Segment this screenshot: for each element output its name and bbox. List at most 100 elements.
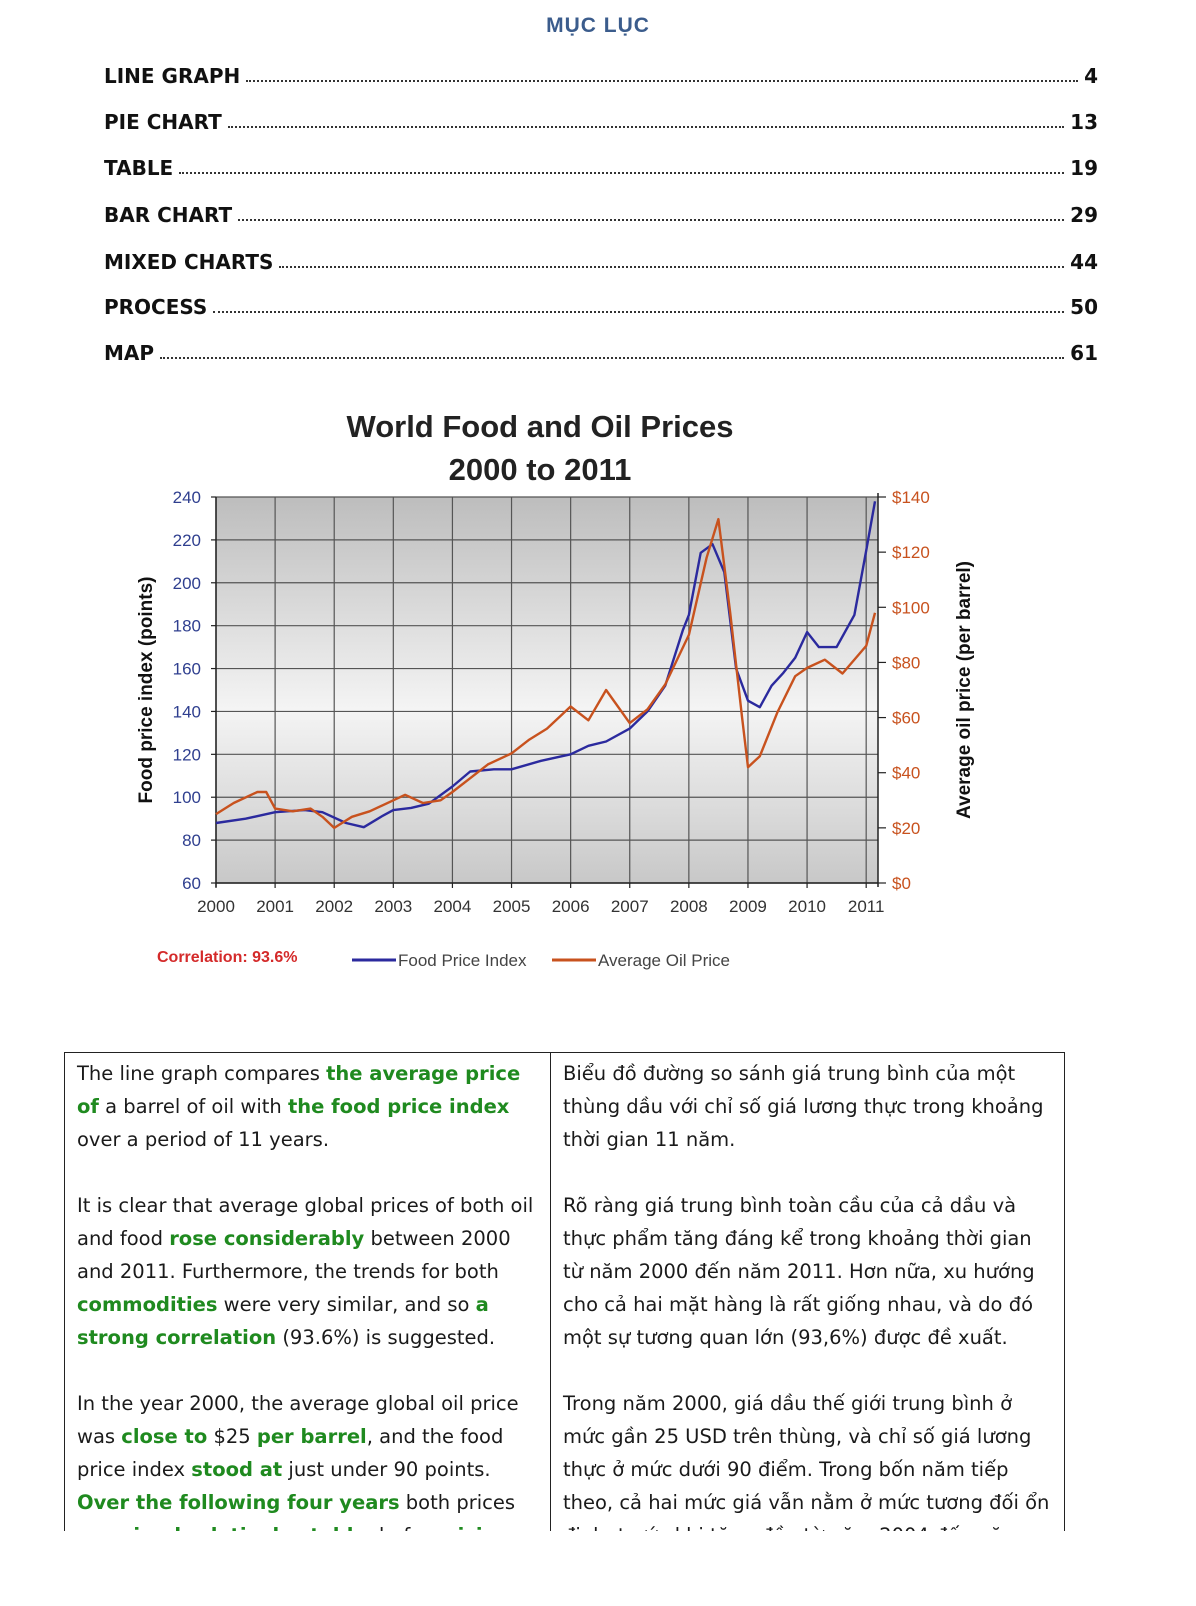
y2-tick-label: $100	[892, 598, 930, 617]
toc-entry[interactable]: LINE GRAPH 4	[104, 58, 1098, 88]
toc-entry-page: 13	[1070, 110, 1098, 134]
highlighted-phrase: the food price index	[287, 1095, 510, 1118]
highlighted-phrase: rose considerably	[169, 1227, 365, 1250]
y-tick-label: 60	[182, 874, 201, 893]
paragraph: In the year 2000, the average global oil…	[77, 1387, 540, 1531]
toc-entry-page: 61	[1070, 341, 1098, 365]
y2-tick-label: $20	[892, 819, 920, 838]
toc-entry-label: MAP	[104, 341, 155, 365]
toc-leader-dots	[160, 357, 1065, 359]
y2-tick-label: $120	[892, 543, 930, 562]
toc-entry[interactable]: PIE CHART 13	[104, 104, 1098, 134]
toc-entry[interactable]: MIXED CHARTS 44	[104, 244, 1098, 274]
bilingual-text-table: The line graph compares the average pric…	[64, 1052, 1065, 1531]
text-span: were very similar, and so	[217, 1293, 476, 1316]
toc-entry[interactable]: PROCESS 50	[104, 289, 1098, 319]
chart-title: World Food and Oil Prices	[347, 409, 734, 444]
y2-tick-label: $140	[892, 488, 930, 507]
y-tick-label: 200	[173, 574, 201, 593]
x-tick-label: 2010	[788, 897, 826, 916]
text-span: , before	[367, 1524, 448, 1531]
toc-entry[interactable]: BAR CHART 29	[104, 197, 1098, 227]
toc-leader-dots	[238, 219, 1065, 221]
x-tick-label: 2003	[374, 897, 412, 916]
toc-leader-dots	[279, 266, 1065, 268]
y2-tick-label: $80	[892, 653, 920, 672]
y2-tick-label: $40	[892, 764, 920, 783]
highlighted-phrase: stood at	[191, 1458, 283, 1481]
highlighted-phrase: a strong correlation	[77, 1293, 489, 1349]
toc-entry-page: 50	[1070, 295, 1098, 319]
toc-entry-label: TABLE	[104, 156, 174, 180]
y-tick-label: 180	[173, 617, 201, 636]
y2-tick-label: $0	[892, 874, 911, 893]
y-axis-label: Food price index (points)	[136, 577, 157, 804]
paragraph: Rõ ràng giá trung bình toàn cầu của cả d…	[563, 1189, 1054, 1354]
highlighted-phrase: rising steadily	[77, 1524, 510, 1531]
toc-entry-page: 29	[1070, 203, 1098, 227]
text-span: Trong năm 2000, giá dầu thế giới trung b…	[563, 1392, 1050, 1531]
x-tick-label: 2009	[729, 897, 767, 916]
x-tick-label: 2008	[670, 897, 708, 916]
toc-leader-dots	[179, 172, 1065, 174]
text-span: between 2000 and 2011. Furthermore, the …	[77, 1227, 511, 1283]
x-tick-label: 2011	[848, 897, 885, 916]
text-span: (93.6%) is suggested.	[276, 1326, 496, 1349]
paragraph: It is clear that average global prices o…	[77, 1189, 540, 1354]
paragraph: Biểu đồ đường so sánh giá trung bình của…	[563, 1057, 1054, 1156]
toc-entry-label: PIE CHART	[104, 110, 222, 134]
x-tick-label: 2002	[315, 897, 353, 916]
text-span: over a period of 11 years.	[77, 1128, 330, 1151]
y-tick-label: 100	[173, 788, 201, 807]
y-tick-label: 240	[173, 488, 201, 507]
legend-label: Average Oil Price	[598, 951, 730, 970]
toc-leader-dots	[227, 126, 1065, 128]
text-span: just under 90 points.	[282, 1458, 491, 1481]
x-tick-label: 2006	[552, 897, 590, 916]
series-line	[215, 517, 877, 830]
y-tick-label: 80	[182, 831, 201, 850]
text-span: The line graph compares	[77, 1062, 327, 1085]
y2-axis-label: Average oil price (per barrel)	[954, 561, 975, 819]
highlighted-phrase: the average price of	[77, 1062, 521, 1118]
toc-entry-page: 44	[1070, 250, 1098, 274]
toc-entry[interactable]: TABLE 19	[104, 150, 1098, 180]
toc-entry-label: LINE GRAPH	[104, 64, 241, 88]
english-column: The line graph compares the average pric…	[65, 1053, 551, 1531]
x-tick-label: 2007	[611, 897, 649, 916]
highlighted-phrase: close to	[121, 1425, 208, 1448]
toc-entry-page: 19	[1070, 156, 1098, 180]
text-span: In the year 2000, the average global oil…	[77, 1392, 519, 1448]
text-span: both prices	[399, 1491, 516, 1514]
x-tick-label: 2005	[493, 897, 531, 916]
text-span: Rõ ràng giá trung bình toàn cầu của cả d…	[563, 1194, 1035, 1349]
correlation-label: Correlation: 93.6%	[157, 949, 297, 966]
series-line	[215, 501, 877, 829]
toc-entry-page: 4	[1084, 64, 1098, 88]
toc-entry-label: MIXED CHARTS	[104, 250, 274, 274]
text-span: $25	[207, 1425, 257, 1448]
toc-title: MỤC LỤC	[546, 14, 650, 37]
toc-entry-label: BAR CHART	[104, 203, 233, 227]
vietnamese-column: Biểu đồ đường so sánh giá trung bình của…	[551, 1053, 1064, 1531]
chart-subtitle: 2000 to 2011	[449, 452, 632, 487]
x-tick-label: 2004	[434, 897, 472, 916]
toc-entry[interactable]: MAP 61	[104, 335, 1098, 365]
text-span: , and the food price index	[77, 1425, 504, 1481]
y-tick-label: 160	[173, 660, 201, 679]
toc-entry-label: PROCESS	[104, 295, 208, 319]
highlighted-phrase: remained relatively stable	[77, 1524, 367, 1531]
text-span: a barrel of oil with	[98, 1095, 288, 1118]
plot-area	[216, 497, 878, 883]
text-span: Biểu đồ đường so sánh giá trung bình của…	[563, 1062, 1044, 1151]
y2-tick-label: $60	[892, 709, 920, 728]
paragraph: Trong năm 2000, giá dầu thế giới trung b…	[563, 1387, 1054, 1531]
toc-leader-dots	[213, 311, 1065, 313]
legend-label: Food Price Index	[398, 951, 527, 970]
x-tick-label: 2000	[197, 897, 235, 916]
paragraph: The line graph compares the average pric…	[77, 1057, 540, 1156]
highlighted-phrase: per barrel	[256, 1425, 367, 1448]
line-chart: World Food and Oil Prices 2000 to 2011 60 8…	[136, 409, 975, 970]
highlighted-phrase: commodities	[77, 1293, 218, 1316]
y-tick-label: 140	[173, 702, 201, 721]
